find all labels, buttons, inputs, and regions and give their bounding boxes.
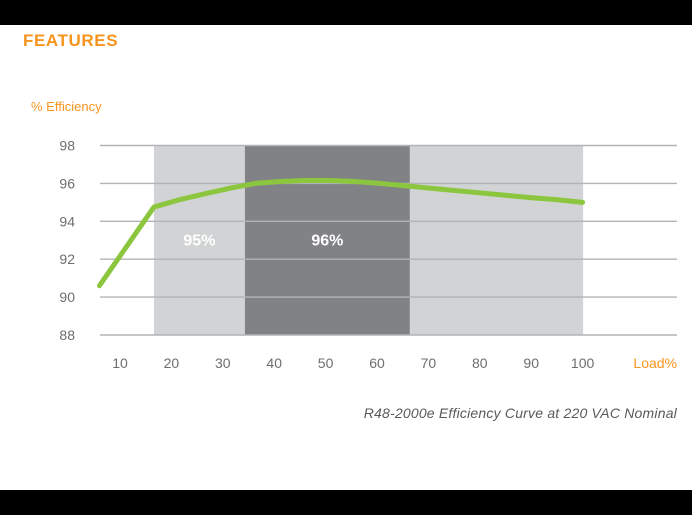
x-tick-label: 60 <box>369 355 385 371</box>
x-tick-label: 30 <box>215 355 231 371</box>
efficiency-band <box>153 145 245 335</box>
x-tick-label: 90 <box>523 355 539 371</box>
y-tick-label: 96 <box>59 175 75 191</box>
x-tick-label: 10 <box>112 355 128 371</box>
efficiency-line <box>96 178 586 289</box>
y-tick-label: 98 <box>59 138 75 154</box>
x-tick-label: 40 <box>266 355 282 371</box>
y-axis-title: % Efficiency <box>31 99 102 114</box>
page-title: FEATURES <box>23 31 119 50</box>
top-black-bar <box>0 0 692 25</box>
efficiency-band <box>244 145 410 335</box>
efficiency-chart: 88 90 92 94 96 98 10 20 30 40 50 60 70 80 90 100 Load% 95… <box>59 138 677 371</box>
x-tick-label: 80 <box>472 355 488 371</box>
x-tick-label: 20 <box>164 355 180 371</box>
y-tick-label: 94 <box>59 213 75 229</box>
x-tick-label: 100 <box>571 355 595 371</box>
band-label: 96% <box>311 233 343 250</box>
y-tick-label: 92 <box>59 251 75 267</box>
chart-caption: R48-2000e Efficiency Curve at 220 VAC No… <box>363 405 677 421</box>
y-tick-label: 90 <box>59 289 75 305</box>
y-tick-label: 88 <box>59 327 75 343</box>
x-axis-title: Load% <box>633 355 677 371</box>
bottom-black-bar <box>0 490 692 515</box>
band-label: 95% <box>183 233 215 250</box>
efficiency-band <box>409 145 584 335</box>
x-tick-label: 70 <box>421 355 437 371</box>
x-tick-label: 50 <box>318 355 334 371</box>
